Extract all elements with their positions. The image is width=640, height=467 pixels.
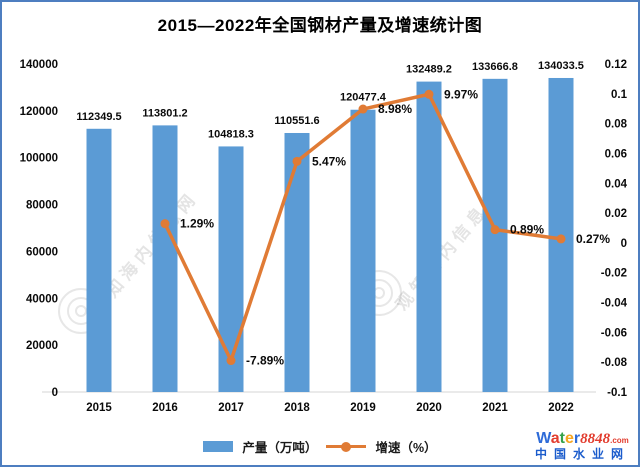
watermark-logo-circle <box>75 305 87 317</box>
logo-letter: a <box>550 429 560 447</box>
bar-2020 <box>416 81 442 392</box>
x-axis-tick-2019: 2019 <box>350 402 376 414</box>
right-axis-tick: -0.1 <box>607 387 627 399</box>
growth-point-2019 <box>358 104 368 114</box>
water8848-word: Water <box>536 430 580 447</box>
x-axis-tick-2021: 2021 <box>482 402 508 414</box>
bar-value-label-2022: 134033.5 <box>538 60 584 72</box>
right-axis-tick: -0.04 <box>601 298 628 310</box>
right-axis-tick: 0 <box>621 238 627 250</box>
legend-bar-label: 产量（万吨） <box>242 441 318 455</box>
x-axis-tick-2022: 2022 <box>548 402 574 414</box>
bar-value-label-2017: 104818.3 <box>208 128 254 140</box>
x-axis-tick-2016: 2016 <box>152 402 178 414</box>
water8848-digits: 8848 <box>580 430 611 447</box>
right-axis-tick: 0.1 <box>611 89 628 101</box>
bar-2017 <box>218 146 244 392</box>
x-axis-tick-2020: 2020 <box>416 402 442 414</box>
growth-label-2018: 5.47% <box>312 154 346 168</box>
bar-value-label-2015: 112349.5 <box>76 111 121 123</box>
left-axis-tick: 120000 <box>20 106 58 118</box>
legend-line-marker-icon <box>341 441 352 452</box>
left-axis-tick: 60000 <box>26 246 58 258</box>
logo-letter: r <box>573 429 581 447</box>
growth-label-2017: -7.89% <box>246 354 284 368</box>
bar-2016 <box>152 125 178 393</box>
legend-bar-swatch <box>203 441 234 452</box>
bar-2021 <box>482 78 508 393</box>
chart-title: 2015—2022年全国钢材产量及增速统计图 <box>157 16 483 35</box>
right-axis-tick: 0.12 <box>605 59 627 71</box>
growth-label-2019: 8.98% <box>378 102 412 116</box>
bar-2019 <box>350 109 376 393</box>
legend: 产量（万吨） 增速（%） <box>2 437 638 456</box>
right-axis-tick: 0.06 <box>605 148 627 160</box>
water8848-wordmark: Water8848.com <box>535 430 630 448</box>
growth-label-2021: 0.89% <box>510 223 544 237</box>
growth-point-2020 <box>424 89 434 99</box>
right-axis-tick: 0.02 <box>605 208 627 220</box>
growth-point-2016 <box>160 219 170 229</box>
bar-value-label-2016: 113801.2 <box>142 107 187 119</box>
left-axis-tick: 80000 <box>26 200 58 212</box>
x-axis-tick-2017: 2017 <box>218 402 244 414</box>
bar-value-label-2018: 110551.6 <box>274 115 319 127</box>
legend-line-label: 增速（%） <box>375 441 437 455</box>
growth-label-2020: 9.97% <box>444 87 478 101</box>
growth-point-2022 <box>556 234 566 244</box>
growth-point-2017 <box>226 356 236 366</box>
bar-2015 <box>86 128 112 392</box>
growth-label-2022: 0.27% <box>576 232 610 246</box>
legend-line-swatch <box>326 441 367 452</box>
right-axis-tick: -0.08 <box>601 357 628 369</box>
left-axis-tick: 40000 <box>26 293 58 305</box>
water8848-site-name: 中国水业网 <box>534 447 630 462</box>
water8848-logo: Water8848.com 中国水业网 <box>532 429 632 462</box>
left-axis-tick: 0 <box>52 387 58 399</box>
bar-value-label-2019: 120477.4 <box>340 92 387 104</box>
water8848-tld: .com <box>610 435 629 445</box>
growth-point-2021 <box>490 225 500 235</box>
logo-letter: t <box>559 429 565 447</box>
bar-value-label-2020: 132489.2 <box>406 64 452 76</box>
bar-2018 <box>284 132 310 392</box>
growth-point-2018 <box>292 156 302 166</box>
x-axis-tick-2015: 2015 <box>86 402 112 414</box>
x-axis-tick-2018: 2018 <box>284 402 310 414</box>
left-axis-tick: 140000 <box>20 59 58 71</box>
growth-label-2016: 1.29% <box>180 217 214 231</box>
left-axis-tick: 20000 <box>26 340 58 352</box>
left-axis-tick: 100000 <box>20 153 58 165</box>
right-axis-tick: -0.06 <box>601 327 627 339</box>
logo-letter: e <box>564 429 574 447</box>
logo-letter: W <box>536 429 551 447</box>
right-axis-tick: 0.04 <box>605 178 628 190</box>
right-axis-tick: 0.08 <box>605 119 628 131</box>
right-axis-tick: -0.02 <box>601 268 627 280</box>
bar-value-label-2021: 133666.8 <box>472 61 518 73</box>
